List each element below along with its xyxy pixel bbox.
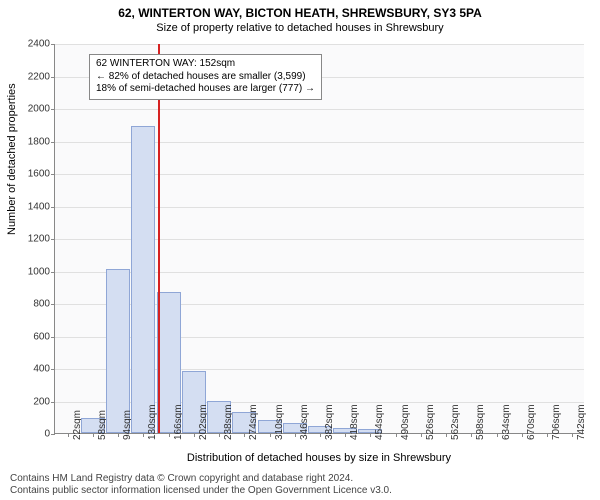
histogram-bar bbox=[131, 126, 155, 433]
y-tick-mark bbox=[51, 304, 55, 305]
x-tick-mark bbox=[270, 433, 271, 437]
x-tick-mark bbox=[295, 433, 296, 437]
annotation-box: 62 WINTERTON WAY: 152sqm← 82% of detache… bbox=[89, 54, 322, 100]
x-tick-label: 490sqm bbox=[400, 404, 411, 440]
x-tick-mark bbox=[143, 433, 144, 437]
annotation-line: ← 82% of detached houses are smaller (3,… bbox=[96, 71, 315, 84]
x-tick-label: 454sqm bbox=[374, 404, 385, 440]
x-tick-mark bbox=[446, 433, 447, 437]
x-axis-label: Distribution of detached houses by size … bbox=[54, 452, 584, 464]
y-tick-mark bbox=[51, 44, 55, 45]
x-tick-mark bbox=[118, 433, 119, 437]
x-tick-label: 742sqm bbox=[576, 404, 587, 440]
x-tick-mark bbox=[93, 433, 94, 437]
y-tick-label: 1000 bbox=[28, 266, 50, 277]
y-axis-label: Number of detached properties bbox=[6, 83, 18, 235]
x-tick-mark bbox=[320, 433, 321, 437]
y-tick-label: 800 bbox=[33, 299, 50, 310]
x-tick-mark bbox=[219, 433, 220, 437]
x-tick-mark bbox=[370, 433, 371, 437]
y-tick-label: 0 bbox=[44, 429, 50, 440]
annotation-line: 18% of semi-detached houses are larger (… bbox=[96, 83, 315, 96]
footer-attribution: Contains HM Land Registry data © Crown c… bbox=[10, 473, 392, 497]
page-title: 62, WINTERTON WAY, BICTON HEATH, SHREWSB… bbox=[0, 0, 600, 20]
x-tick-mark bbox=[169, 433, 170, 437]
y-tick-mark bbox=[51, 337, 55, 338]
y-tick-label: 1800 bbox=[28, 136, 50, 147]
x-tick-mark bbox=[345, 433, 346, 437]
y-tick-mark bbox=[51, 109, 55, 110]
y-tick-label: 1400 bbox=[28, 201, 50, 212]
x-tick-label: 634sqm bbox=[501, 404, 512, 440]
x-tick-mark bbox=[471, 433, 472, 437]
y-tick-label: 2000 bbox=[28, 104, 50, 115]
x-tick-label: 598sqm bbox=[475, 404, 486, 440]
footer-line-1: Contains HM Land Registry data © Crown c… bbox=[10, 473, 392, 485]
y-tick-label: 400 bbox=[33, 364, 50, 375]
y-tick-label: 1200 bbox=[28, 234, 50, 245]
x-tick-mark bbox=[421, 433, 422, 437]
y-tick-label: 600 bbox=[33, 331, 50, 342]
y-tick-label: 2400 bbox=[28, 39, 50, 50]
x-tick-mark bbox=[522, 433, 523, 437]
x-tick-mark bbox=[497, 433, 498, 437]
x-tick-mark bbox=[244, 433, 245, 437]
y-tick-mark bbox=[51, 77, 55, 78]
y-tick-mark bbox=[51, 239, 55, 240]
x-tick-label: 706sqm bbox=[551, 404, 562, 440]
page-subtitle: Size of property relative to detached ho… bbox=[0, 20, 600, 34]
x-tick-mark bbox=[396, 433, 397, 437]
histogram-chart: 0200400600800100012001400160018002000220… bbox=[54, 44, 584, 434]
histogram-bar bbox=[106, 269, 130, 433]
y-tick-label: 200 bbox=[33, 396, 50, 407]
x-tick-label: 418sqm bbox=[349, 404, 360, 440]
y-tick-mark bbox=[51, 434, 55, 435]
reference-line bbox=[158, 44, 160, 433]
x-tick-label: 670sqm bbox=[526, 404, 537, 440]
y-tick-mark bbox=[51, 272, 55, 273]
x-tick-mark bbox=[68, 433, 69, 437]
y-tick-mark bbox=[51, 142, 55, 143]
plot-area: 0200400600800100012001400160018002000220… bbox=[54, 44, 584, 434]
annotation-line: 62 WINTERTON WAY: 152sqm bbox=[96, 58, 315, 71]
y-tick-mark bbox=[51, 402, 55, 403]
x-tick-label: 526sqm bbox=[425, 404, 436, 440]
y-tick-label: 2200 bbox=[28, 71, 50, 82]
x-tick-mark bbox=[547, 433, 548, 437]
x-tick-mark bbox=[572, 433, 573, 437]
x-tick-label: 310sqm bbox=[274, 404, 285, 440]
x-tick-label: 382sqm bbox=[324, 404, 335, 440]
gridline bbox=[55, 109, 584, 110]
footer-line-2: Contains public sector information licen… bbox=[10, 485, 392, 497]
x-tick-label: 562sqm bbox=[450, 404, 461, 440]
y-tick-mark bbox=[51, 174, 55, 175]
gridline bbox=[55, 44, 584, 45]
x-tick-mark bbox=[194, 433, 195, 437]
y-tick-mark bbox=[51, 369, 55, 370]
x-tick-label: 346sqm bbox=[299, 404, 310, 440]
y-tick-mark bbox=[51, 207, 55, 208]
y-tick-label: 1600 bbox=[28, 169, 50, 180]
